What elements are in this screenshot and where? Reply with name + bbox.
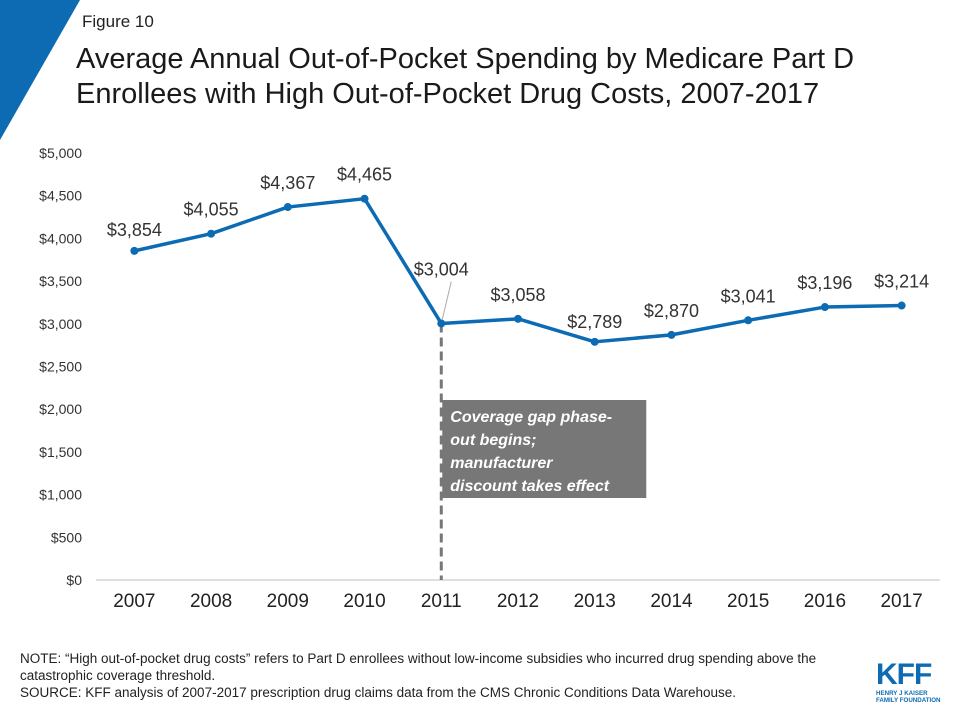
data-label: $3,041 — [721, 286, 776, 306]
x-tick-label: 2015 — [727, 591, 769, 612]
y-tick-label: $2,500 — [39, 359, 82, 375]
annotation-text: discount takes effect — [450, 478, 610, 495]
kff-logo: KFF HENRY J KAISER FAMILY FOUNDATION — [876, 660, 946, 710]
x-tick-label: 2010 — [343, 591, 385, 612]
annotation-text: manufacturer — [450, 455, 553, 472]
source-text: SOURCE: KFF analysis of 2007-2017 prescr… — [20, 685, 737, 700]
y-tick-label: $5,000 — [39, 145, 82, 161]
data-label: $3,058 — [490, 285, 545, 305]
corner-decoration — [0, 0, 80, 140]
annotation-box — [442, 400, 647, 498]
data-point — [283, 203, 292, 212]
x-tick-label: 2012 — [497, 591, 539, 612]
x-tick-label: 2017 — [880, 591, 922, 612]
annotation-text: Coverage gap phase- — [450, 409, 612, 426]
x-tick-label: 2009 — [267, 591, 309, 612]
logo-wordmark: KFF — [876, 658, 932, 691]
data-label: $4,367 — [260, 173, 315, 193]
data-label: $4,055 — [184, 200, 239, 220]
logo-subtitle-2: FAMILY FOUNDATION — [876, 697, 941, 704]
y-tick-label: $4,500 — [39, 188, 82, 204]
note-block: NOTE: “High out-of-pocket drug costs” re… — [20, 650, 860, 701]
chart-title-line-1: Average Annual Out-of-Pocket Spending by… — [76, 43, 855, 75]
chart-title: Average Annual Out-of-Pocket Spending by… — [76, 42, 946, 112]
y-tick-label: $500 — [51, 529, 82, 545]
x-tick-label: 2011 — [421, 591, 462, 612]
data-point — [897, 301, 906, 310]
y-tick-label: $2,000 — [39, 401, 82, 417]
data-label: $2,870 — [644, 301, 699, 321]
data-point — [744, 316, 753, 325]
data-label: $4,465 — [337, 165, 392, 185]
data-label-leader — [441, 281, 452, 320]
y-tick-label: $4,000 — [39, 230, 82, 246]
chart-title-line-2: Enrollees with High Out-of-Pocket Drug C… — [76, 78, 820, 110]
x-tick-label: 2016 — [804, 591, 846, 612]
data-point — [820, 303, 829, 312]
x-tick-label: 2007 — [113, 591, 155, 612]
data-label: $3,854 — [107, 220, 162, 240]
y-tick-label: $1,000 — [39, 487, 82, 503]
data-label: $2,789 — [567, 312, 622, 332]
x-tick-label: 2014 — [650, 591, 693, 612]
data-point — [130, 246, 139, 255]
logo-subtitle-1: HENRY J KAISER — [876, 690, 928, 697]
y-tick-label: $1,500 — [39, 444, 82, 460]
figure-label: Figure 10 — [82, 12, 154, 31]
x-tick-label: 2008 — [190, 591, 232, 612]
data-label: $3,196 — [797, 273, 852, 293]
data-point — [514, 314, 522, 323]
data-point — [207, 229, 216, 238]
data-point — [590, 337, 599, 346]
y-tick-label: $3,000 — [39, 316, 82, 332]
y-tick-label: $3,500 — [39, 273, 82, 289]
data-point — [437, 319, 446, 328]
data-point — [360, 194, 369, 203]
data-point — [667, 330, 676, 339]
data-label: $3,004 — [414, 259, 469, 279]
y-tick-label: $0 — [66, 572, 82, 588]
annotation-text: out begins; — [450, 432, 536, 449]
x-tick-label: 2013 — [574, 591, 616, 612]
note-text: NOTE: “High out-of-pocket drug costs” re… — [20, 651, 817, 683]
data-label: $3,214 — [874, 272, 929, 292]
